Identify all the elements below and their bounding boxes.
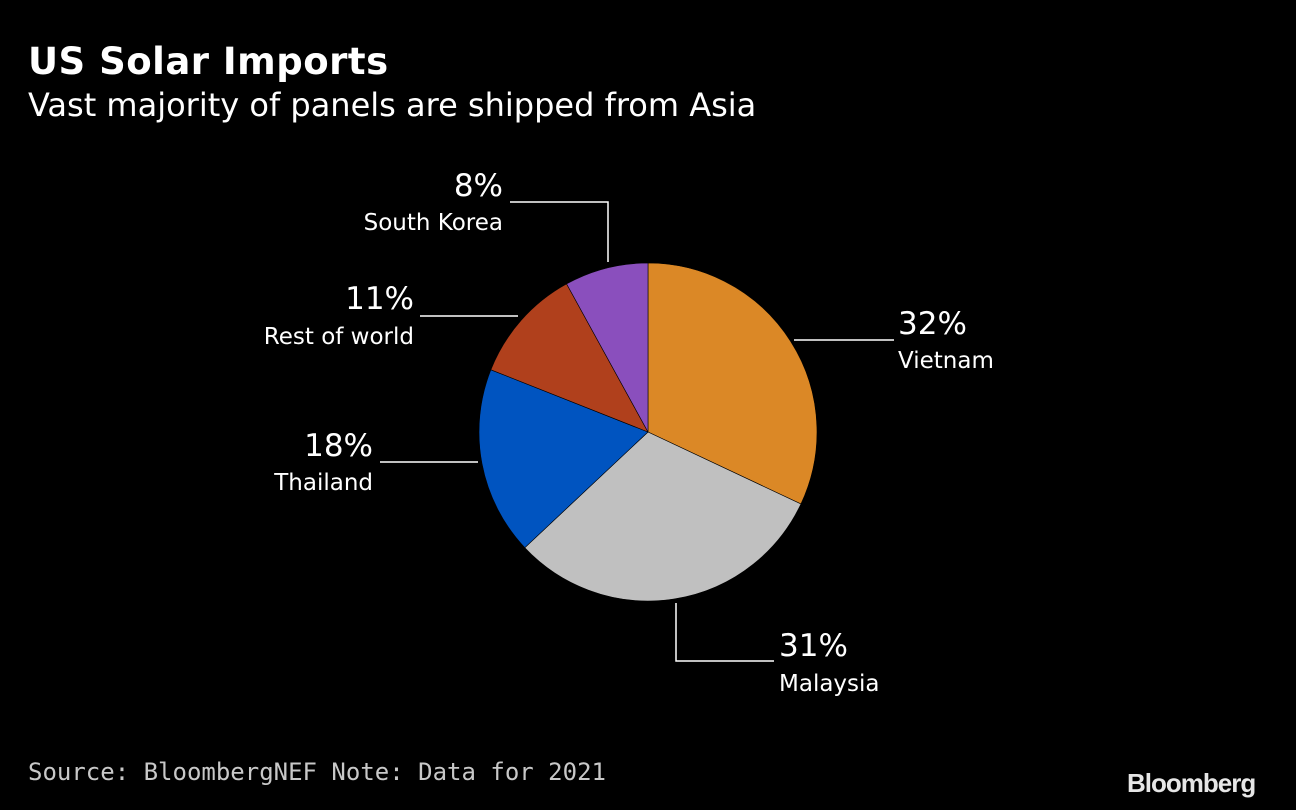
source-note: Source: BloombergNEF Note: Data for 2021 — [28, 758, 606, 786]
pie-slice-vietnam — [647, 262, 818, 505]
leader-line-malaysia — [675, 603, 774, 662]
slice-labels: 32% Vietnam 31% Malaysia 18% Thailand 11% Rest … — [264, 168, 994, 697]
slice-value-label: 18% — [304, 428, 373, 464]
pie-slice-south-korea — [566, 262, 649, 433]
slice-name-label: South Korea — [364, 210, 503, 236]
chart-subtitle: Vast majority of panels are shipped from… — [28, 86, 757, 124]
chart-title: US Solar Imports — [28, 40, 389, 83]
pie-slice-malaysia — [524, 431, 802, 602]
slice-name-label: Thailand — [273, 470, 373, 496]
slice-value-label: 31% — [779, 628, 848, 664]
slice-value-label: 8% — [454, 168, 503, 204]
slice-name-label: Malaysia — [779, 671, 880, 697]
slice-name-label: Vietnam — [898, 348, 994, 374]
leader-line-south-korea — [510, 201, 609, 262]
pie-slice-thailand — [478, 369, 649, 549]
slice-value-label: 32% — [898, 306, 967, 342]
bloomberg-logo: Bloomberg — [1127, 768, 1256, 798]
pie-slice-rest-of-world — [490, 283, 649, 433]
slice-name-label: Rest of world — [264, 324, 414, 350]
pie-slices — [478, 262, 818, 602]
leader-lines — [380, 201, 894, 662]
slice-value-label: 11% — [345, 281, 414, 317]
